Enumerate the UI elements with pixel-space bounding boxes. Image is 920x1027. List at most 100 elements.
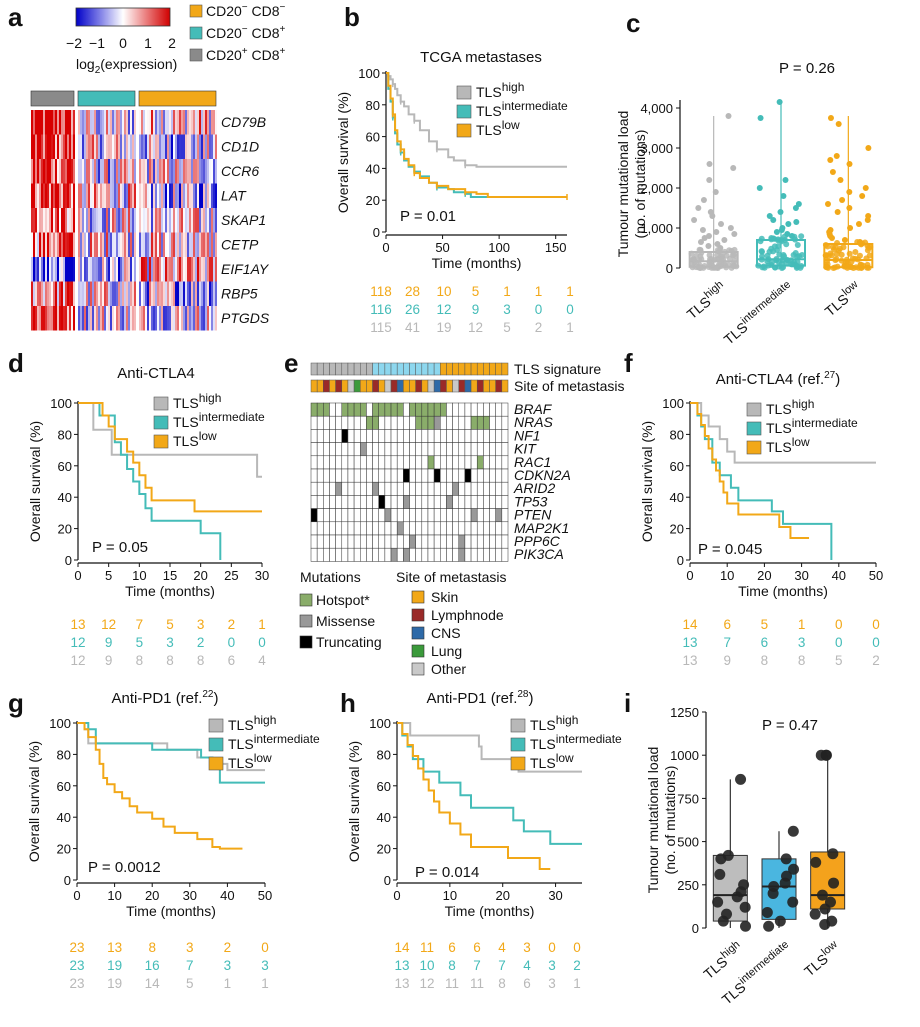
heatmap-cell — [124, 208, 126, 233]
heatmap-cell — [199, 159, 201, 184]
oncoprint-cell — [483, 468, 490, 483]
oncoprint-cell — [421, 508, 429, 523]
oncoprint-cell — [470, 481, 478, 496]
heatmap-cell — [73, 257, 75, 282]
heatmap-cell — [134, 257, 136, 282]
data-point — [761, 906, 773, 918]
heatmap-cell — [157, 183, 159, 208]
risk-count-low: 13 — [107, 940, 122, 955]
heatmap-cell — [92, 281, 94, 306]
heatmap-cell — [157, 208, 159, 233]
heatmap-cell — [193, 306, 195, 331]
gene-label: LAT — [221, 188, 247, 204]
heatmap-cell — [122, 232, 124, 257]
heatmap-cell — [69, 257, 71, 282]
gene-label: RBP5 — [221, 286, 258, 302]
data-point — [723, 252, 730, 259]
heatmap-cell — [177, 134, 179, 159]
heatmap-cell — [171, 110, 173, 135]
legend-label: CD20− CD8+ — [206, 24, 286, 41]
heatmap-cell — [92, 183, 94, 208]
oncoprint-cell — [470, 521, 478, 536]
heatmap-cell — [157, 232, 159, 257]
legend-label-intermediate: TLSintermediate — [530, 732, 622, 752]
heatmap-cell — [134, 134, 136, 159]
risk-count-high: 13 — [394, 976, 409, 991]
heatmap-cell — [71, 232, 73, 257]
oncoprint-cell — [458, 481, 466, 496]
heatmap-cell — [33, 281, 35, 306]
oncoprint-cell — [452, 429, 459, 443]
heatmap-cell — [179, 159, 181, 184]
heatmap-cell — [211, 159, 213, 184]
heatmap-cell — [63, 232, 65, 257]
heatmap-cell — [47, 110, 49, 135]
oncoprint-cell — [409, 455, 416, 470]
oncoprint-cell — [335, 521, 343, 536]
heatmap-cell — [157, 110, 159, 135]
heatmap-cell — [94, 208, 96, 233]
data-point — [756, 185, 763, 191]
heatmap-cell — [163, 306, 165, 331]
heatmap-cell — [39, 134, 41, 159]
y-axis-label: Tumour mutational load — [645, 747, 661, 894]
heatmap-cell — [59, 208, 61, 233]
km-curve-low — [78, 402, 262, 513]
heatmap-cell — [207, 281, 209, 306]
oncoprint-cell — [489, 455, 496, 470]
heatmap-cell — [157, 257, 159, 282]
heatmap-cell — [90, 110, 92, 135]
heatmap-cell — [71, 306, 73, 331]
site-cell — [495, 379, 503, 393]
oncoprint-cell — [501, 442, 509, 457]
heatmap-cell — [157, 134, 159, 159]
oncoprint-cell — [470, 429, 478, 443]
heatmap-cell — [80, 159, 82, 184]
data-point — [794, 242, 801, 249]
heatmap-cell — [59, 134, 61, 159]
heatmap-cell — [61, 232, 63, 257]
heatmap-cell — [69, 208, 71, 233]
heatmap-cell — [61, 159, 63, 184]
oncoprint-cell — [446, 508, 453, 523]
oncoprint-cell — [323, 402, 330, 417]
heatmap-cell — [61, 208, 63, 233]
heatmap-cell — [193, 110, 195, 135]
heatmap-cell — [104, 159, 106, 184]
risk-count-intermediate: 6 — [761, 635, 769, 650]
heatmap-cell — [195, 159, 197, 184]
oncoprint-cell — [353, 468, 361, 483]
heatmap-cell — [130, 306, 132, 331]
heatmap-cell — [132, 134, 134, 159]
oncoprint-cell — [464, 442, 472, 457]
risk-count-low: 1 — [503, 284, 511, 299]
oncoprint-cell — [433, 402, 441, 417]
site-cell — [452, 379, 459, 393]
legend-label-low: TLSlow — [530, 751, 574, 771]
oncoprint-cell — [323, 468, 330, 483]
oncoprint-cell — [415, 455, 423, 470]
data-point — [856, 252, 863, 259]
heatmap-cell — [185, 134, 187, 159]
oncoprint-cell — [390, 402, 398, 417]
oncoprint-cell — [329, 521, 336, 536]
heatmap-cell — [215, 208, 217, 233]
site-legend-label: Skin — [431, 589, 458, 605]
heatmap-cell — [104, 134, 106, 159]
legend-swatch-intermediate — [208, 737, 224, 752]
heatmap-cell — [53, 134, 55, 159]
site-cell — [458, 379, 466, 393]
heatmap-cell — [108, 208, 110, 233]
oncoprint-cell — [433, 534, 441, 549]
oncoprint-cell — [495, 534, 503, 549]
heatmap-cell — [189, 257, 191, 282]
heatmap-cell — [149, 232, 151, 257]
heatmap-cell — [169, 110, 171, 135]
oncoprint-cell — [464, 534, 472, 549]
km-curve-low — [690, 402, 810, 540]
heatmap-cell — [189, 134, 191, 159]
heatmap-cell — [155, 134, 157, 159]
row-label: TLS signature — [514, 361, 601, 377]
tls-signature-cell — [310, 362, 318, 376]
oncoprint-cell — [452, 468, 459, 483]
